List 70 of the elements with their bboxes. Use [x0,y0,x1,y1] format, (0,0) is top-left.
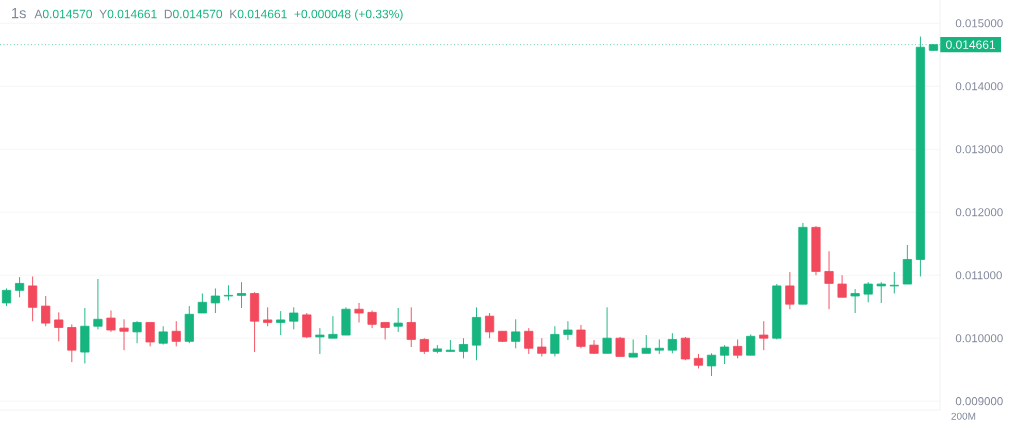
annotation: 0.014661 [237,9,287,19]
candlestick [132,320,142,344]
y-tick-label: 0.010000 [955,334,1003,343]
annotation: 0.014570 [42,9,93,19]
candlestick [263,306,273,327]
y-tick-label: 0.009000 [955,397,1003,406]
candlestick [315,327,325,355]
candlestick [889,271,899,294]
candlestick [602,306,612,354]
annotation: K [230,9,238,19]
candlestick [393,307,403,333]
text: 200M [951,412,976,420]
candlestick [667,332,677,354]
annotation: D [164,9,172,19]
candlestick [785,271,795,310]
candlestick [550,325,560,357]
candlestick [863,281,873,303]
candlestick [746,333,756,356]
ref-line-label: 0.014661 [946,40,996,49]
candlestick [615,336,625,357]
annotation: +0.000048 (+0.33%) [294,9,403,21]
chart-subtitle: 1s [12,8,26,19]
annotation: 0.014661 [107,9,157,19]
candlestick [537,337,547,357]
candlestick [406,306,416,348]
candlestick [67,323,77,363]
y-tick-label: 0.011000 [955,271,1002,280]
candlestick [302,312,312,339]
candlestick [354,302,364,323]
annotation: A [34,9,43,19]
candlestick [158,325,168,345]
candlestick [445,339,455,352]
candlestick [119,318,129,351]
candlestick [824,250,834,310]
annotation: Y [99,9,107,19]
candlestick [328,315,338,339]
candlestick [876,281,886,304]
candlestick [15,276,25,298]
candlestick [93,278,103,330]
candlestick [511,318,521,349]
candlestick [41,295,51,327]
candlestick [485,312,495,339]
candlestick [276,310,286,336]
candlestick [641,334,651,354]
candlestick [837,274,847,298]
candlestick [380,321,390,340]
candlestick [28,276,38,322]
y-tick-label: 0.014000 [955,82,1003,91]
candlestick [171,320,181,347]
candlestick [706,352,717,377]
candlestick [733,338,743,359]
candlestick [210,287,220,314]
candlestick [223,284,234,301]
y-tick-label: 0.013000 [955,145,1003,154]
candlestick [197,293,207,314]
candlestick [54,311,64,342]
y-tick-label: 0.012000 [955,208,1003,217]
candlestick [524,327,534,355]
candlestick [145,321,155,347]
candlestick [563,320,573,341]
candlestick [289,306,299,330]
candlestick [106,310,116,333]
candlestick [458,337,469,359]
candlestick [850,288,860,314]
annotation: 0.014570 [172,9,223,19]
candlestick [576,324,586,349]
candlestick [720,344,730,365]
candlestick [759,320,769,351]
candlestick [236,281,247,309]
y-tick-label: 0.015000 [955,19,1003,28]
